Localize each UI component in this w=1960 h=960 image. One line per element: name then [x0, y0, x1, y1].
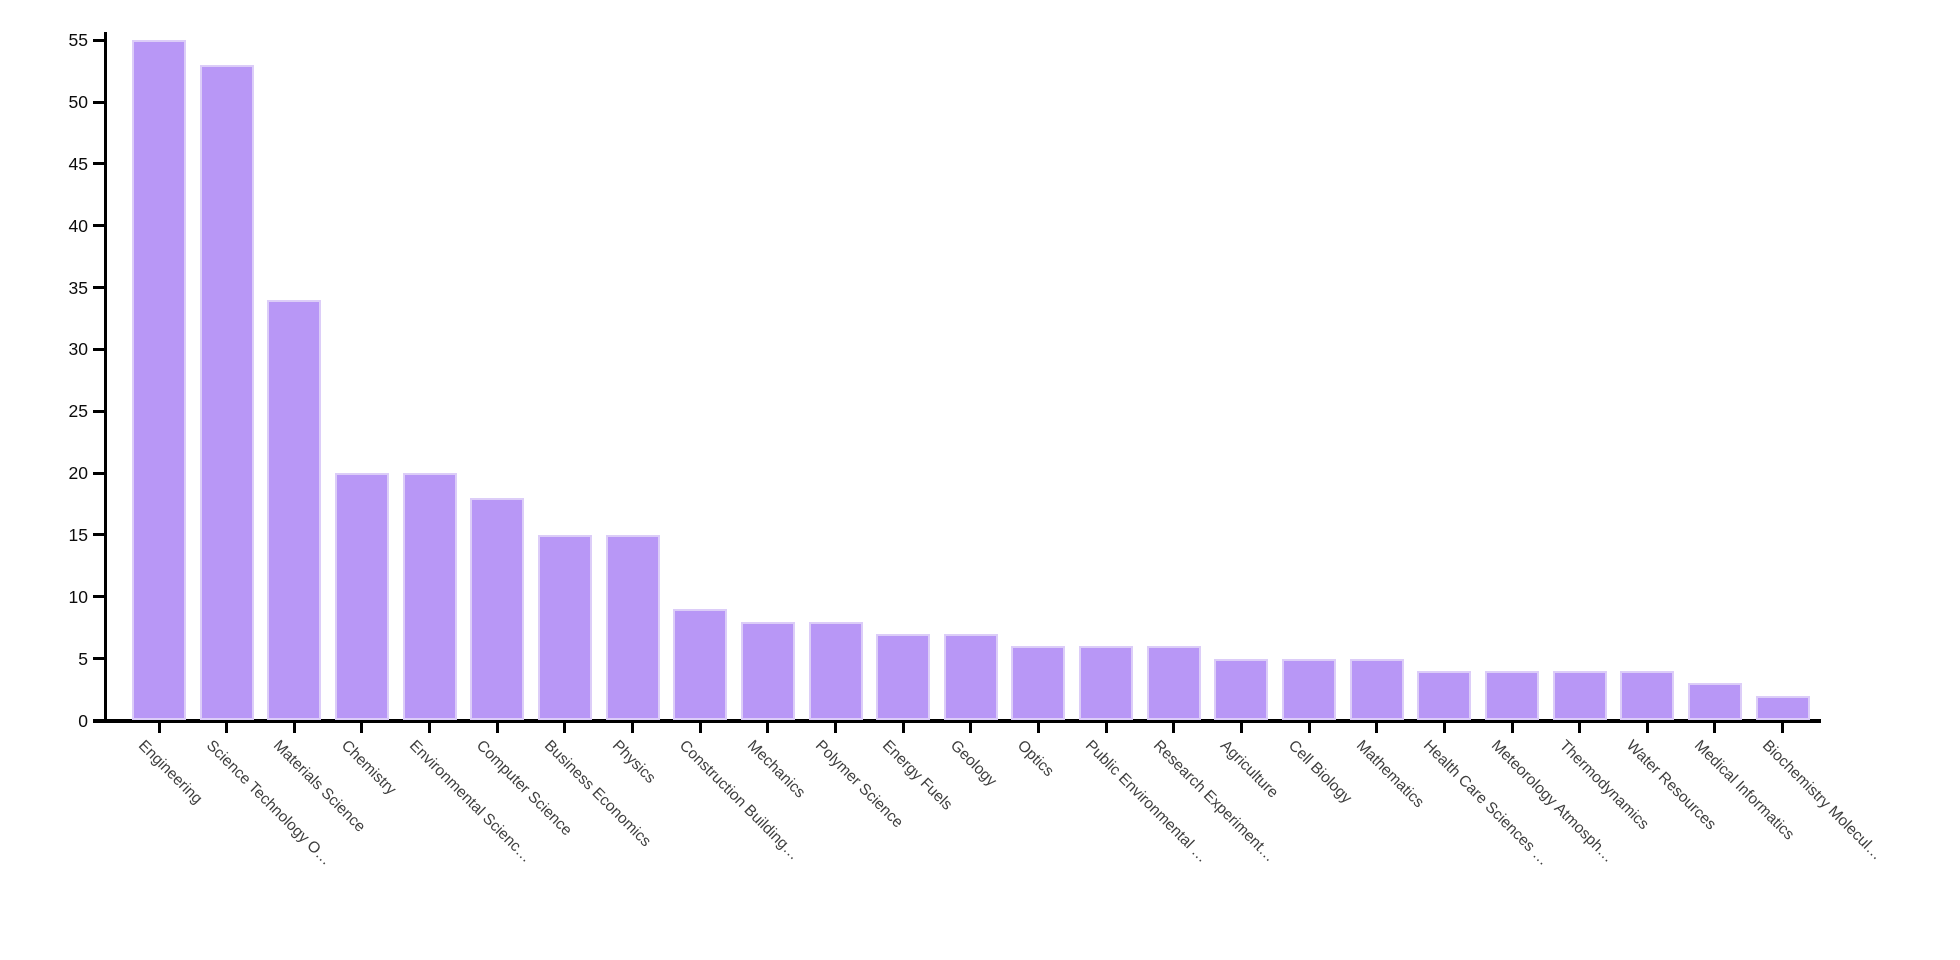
bar [402, 473, 457, 721]
bar [199, 64, 254, 721]
bar [673, 609, 728, 721]
x-axis-tick-label: Environmental Scienc… [405, 737, 535, 866]
x-axis-tick-label: Health Care Sciences … [1420, 737, 1553, 870]
y-axis-tick [93, 38, 105, 42]
x-axis-tick-label: Research Experiment… [1149, 737, 1279, 866]
x-axis-line [93, 719, 1821, 723]
bar [876, 633, 931, 721]
x-axis-tick-label: Construction Building… [676, 737, 803, 864]
x-axis-tick [563, 722, 567, 733]
bar [1417, 671, 1472, 721]
y-axis-tick [93, 162, 105, 166]
x-axis-tick [901, 722, 905, 733]
y-axis-tick [93, 224, 105, 228]
x-axis-tick-label: Engineering [134, 737, 206, 808]
x-axis-tick-label: Meteorology Atmosph… [1487, 737, 1617, 866]
x-axis-tick [1442, 722, 1446, 733]
x-axis-tick [631, 722, 635, 733]
x-axis-tick [834, 722, 837, 733]
x-axis-tick-label: Optics [1014, 737, 1058, 781]
x-axis-tick-label: Agriculture [1217, 737, 1282, 802]
bar [132, 40, 186, 721]
bar [605, 534, 660, 721]
x-axis-tick [1036, 722, 1040, 733]
x-axis-tick [292, 722, 296, 733]
y-axis-tick [93, 286, 105, 290]
y-axis-tick-label: 40 [68, 215, 88, 236]
x-axis-tick [698, 722, 702, 733]
x-axis-tick-label: Chemistry [337, 737, 400, 799]
x-axis-tick [1510, 722, 1514, 733]
bar [334, 473, 389, 721]
bar [1552, 671, 1607, 721]
bar [1214, 658, 1269, 721]
bar [1079, 646, 1134, 721]
y-axis-tick [93, 595, 105, 599]
bar [740, 621, 795, 721]
y-axis-tick-label: 0 [78, 710, 88, 731]
bar [943, 633, 998, 721]
x-axis-tick-label: Physics [608, 737, 659, 787]
bar [470, 497, 525, 721]
x-axis-tick [495, 722, 499, 733]
y-axis-tick-label: 20 [68, 463, 88, 484]
y-axis-tick-label: 55 [68, 30, 88, 51]
bar [808, 621, 863, 721]
x-axis-tick [1781, 722, 1785, 733]
bar [1485, 671, 1539, 721]
x-axis-tick-label: Science Technology O… [202, 737, 335, 869]
x-axis-tick-label: Cell Biology [1285, 737, 1355, 807]
x-axis-tick [1239, 722, 1243, 733]
bar [1011, 646, 1066, 721]
y-axis-tick [93, 719, 105, 722]
y-axis-line [104, 32, 107, 723]
bar [1349, 658, 1404, 721]
bar [1755, 695, 1810, 721]
bar [1146, 646, 1201, 721]
y-axis-tick-label: 30 [68, 339, 88, 360]
x-axis-tick [1307, 722, 1311, 733]
bar [1620, 671, 1675, 721]
x-axis-tick-label: Mechanics [743, 737, 809, 802]
x-axis-tick [1375, 722, 1379, 733]
y-axis-tick-label: 35 [68, 277, 88, 298]
bar [267, 299, 322, 721]
x-axis-tick [428, 722, 432, 733]
y-axis-tick-label: 15 [68, 524, 88, 545]
x-axis-tick [1713, 722, 1717, 733]
x-axis-tick-label: Geology [946, 737, 1000, 790]
y-axis-tick-label: 5 [78, 648, 88, 669]
y-axis-tick [93, 471, 105, 475]
x-axis-tick [1578, 722, 1582, 733]
x-axis-tick [1104, 722, 1108, 733]
bar [1687, 683, 1742, 721]
bar [1282, 658, 1337, 721]
x-axis-tick [766, 722, 770, 733]
x-axis-tick [1645, 722, 1649, 733]
x-axis-tick-label: Public Environmental … [1082, 737, 1212, 866]
y-axis-tick-label: 25 [68, 401, 88, 422]
x-axis-tick-label: Mathematics [1352, 737, 1427, 812]
x-axis-tick [157, 722, 161, 733]
x-axis-tick [1172, 722, 1176, 733]
y-axis-tick [93, 657, 105, 661]
x-axis-tick-label: Biochemistry Molecul… [1758, 737, 1886, 864]
x-axis-tick [969, 722, 973, 733]
x-axis-tick [360, 722, 364, 733]
y-axis-tick [93, 409, 105, 413]
y-axis-tick [93, 100, 105, 104]
y-axis-tick [93, 347, 105, 351]
x-axis-tick [225, 722, 229, 733]
bar [537, 534, 592, 721]
y-axis-tick-label: 50 [68, 92, 88, 112]
y-axis-tick [93, 533, 105, 537]
y-axis-tick-label: 10 [68, 586, 88, 607]
y-axis-tick-label: 45 [68, 153, 88, 174]
